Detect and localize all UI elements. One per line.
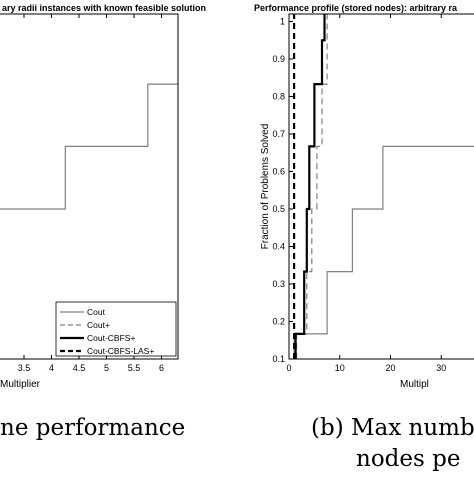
left-series-cout bbox=[0, 83, 178, 210]
right-caption-line2: nodes pe bbox=[356, 446, 461, 472]
left-xlabel: Multiplier bbox=[0, 379, 41, 390]
right-xtick-label: 10 bbox=[335, 363, 345, 373]
right-xtick-label: 20 bbox=[385, 363, 395, 373]
left-caption: ne performance bbox=[0, 415, 186, 441]
left-chart: ary radii instances with known feasible … bbox=[0, 3, 206, 390]
right-ylabel: Fraction of Problems Solved bbox=[260, 124, 271, 250]
right-xtick-label: 30 bbox=[436, 363, 446, 373]
left-xtick-label: 4 bbox=[49, 363, 54, 373]
right-ytick-label: 0.7 bbox=[272, 129, 285, 139]
left-legend-label: Cout bbox=[87, 307, 106, 317]
right-xtick-label: 0 bbox=[286, 363, 291, 373]
right-ytick-label: 0.9 bbox=[272, 54, 285, 64]
left-legend-box bbox=[55, 301, 177, 357]
right-ytick-label: 0.8 bbox=[272, 92, 285, 102]
right-ytick-label: 0.4 bbox=[272, 242, 285, 252]
left-xtick-label: 4.5 bbox=[73, 363, 86, 373]
left-legend-label: Cout+ bbox=[87, 320, 110, 330]
right-series-cout-cbfs- bbox=[294, 14, 326, 359]
left-legend-label: Cout-CBFS-LAS+ bbox=[87, 346, 154, 356]
left-legend-label: Cout-CBFS+ bbox=[87, 333, 135, 343]
left-xtick-label: 6 bbox=[159, 363, 164, 373]
right-ytick-label: 0.5 bbox=[272, 204, 285, 214]
left-xtick-label: 5 bbox=[104, 363, 109, 373]
right-ytick-label: 0.6 bbox=[272, 167, 285, 177]
left-xtick-label: 5.5 bbox=[128, 363, 141, 373]
left-xtick-label: 3.5 bbox=[18, 363, 31, 373]
right-caption-line1: (b) Max numb bbox=[311, 415, 474, 441]
right-ytick-label: 1 bbox=[280, 17, 285, 27]
right-ytick-label: 0.1 bbox=[272, 354, 285, 364]
right-chart: Performance profile (stored nodes): arbi… bbox=[254, 3, 474, 390]
right-series-cout bbox=[293, 145, 474, 359]
right-ytick-label: 0.3 bbox=[272, 279, 285, 289]
right-title: Performance profile (stored nodes): arbi… bbox=[254, 3, 458, 13]
right-xlabel: Multipl bbox=[400, 379, 429, 390]
right-ytick-label: 0.2 bbox=[272, 317, 285, 327]
left-title: ary radii instances with known feasible … bbox=[2, 3, 206, 13]
